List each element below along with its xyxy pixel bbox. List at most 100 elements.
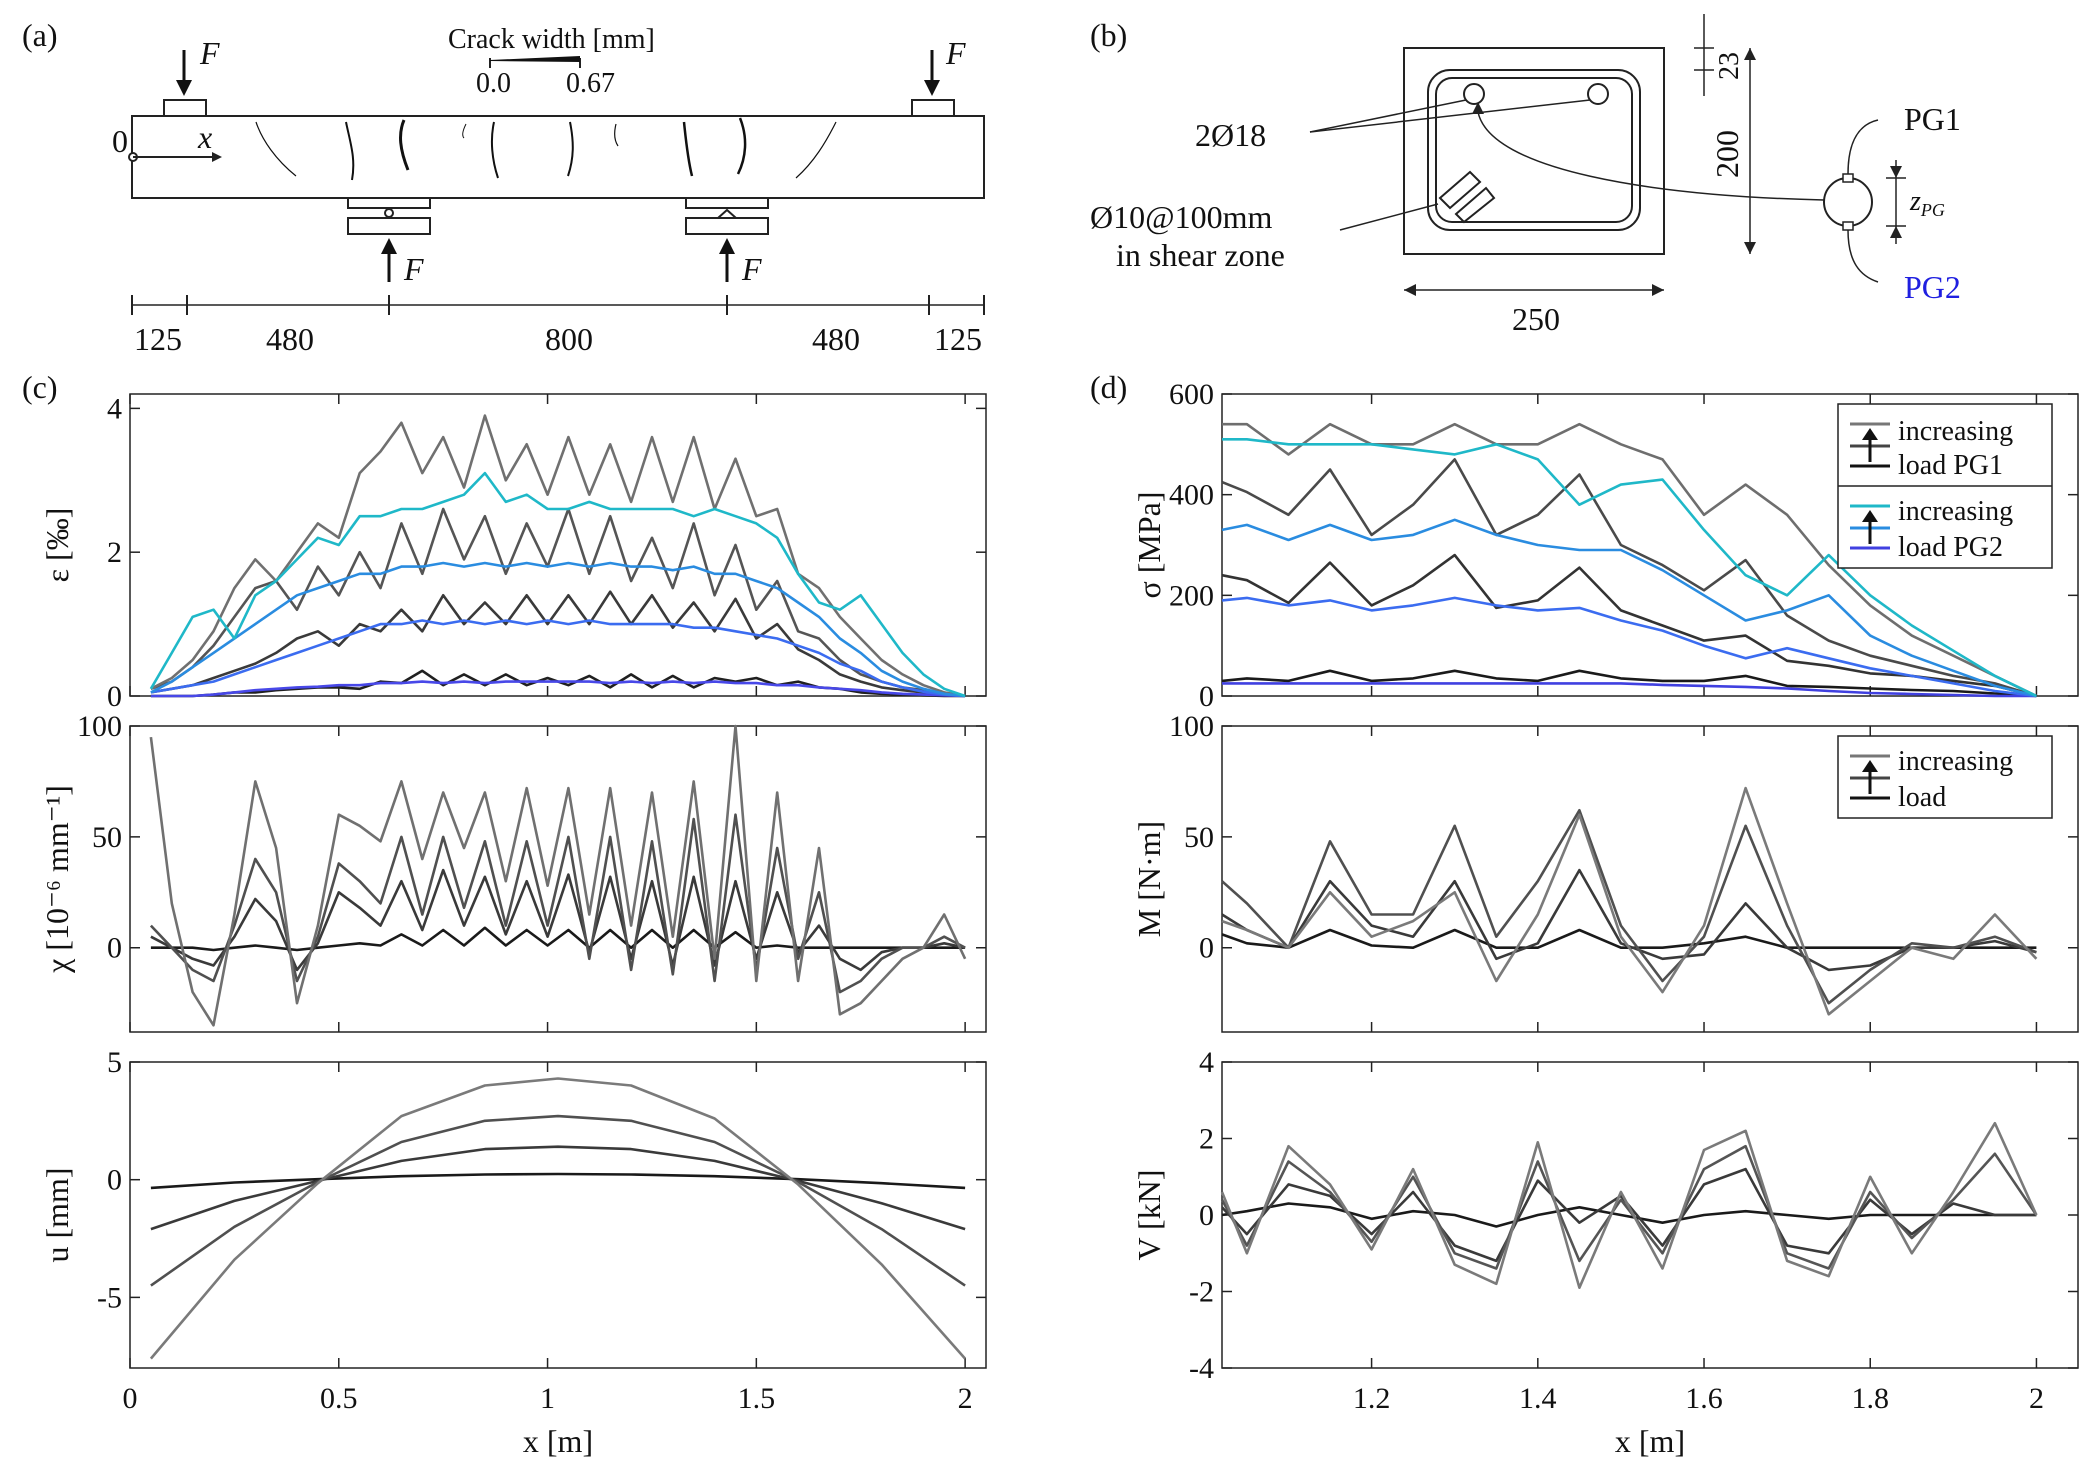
series-line (1222, 682, 2037, 698)
series-line (1221, 786, 2038, 1016)
series-line (1221, 928, 2037, 950)
y-tick-label: 50 (92, 821, 122, 854)
pg1-leader (1847, 119, 1879, 175)
plot-frame (129, 393, 987, 697)
dim-label-800: 800 (545, 321, 593, 357)
label-zpg-main: z (1909, 186, 1921, 217)
x-tick-label: 1.8 (1851, 1382, 1889, 1415)
dim-label-125-left: 125 (134, 321, 182, 357)
moment-legend-line2: load (1898, 782, 1946, 813)
panel-label-c: (c) (22, 369, 58, 405)
x-tick-label: 1 (540, 1382, 555, 1415)
crack (490, 121, 499, 179)
series-line (1221, 808, 2037, 1005)
label-stirrups-2: in shear zone (1116, 237, 1285, 273)
force-arrow-left-head (176, 80, 192, 96)
y-tick-label: 4 (1199, 1046, 1214, 1079)
zpg-arrow-bottom (1890, 226, 1902, 238)
pointer-head (1472, 102, 1484, 114)
dim-height: 200 (1709, 130, 1745, 178)
leader-stirrups (1339, 203, 1439, 231)
width-dim-arrow-right (1652, 284, 1664, 296)
legend-pg1-line2: load PG1 (1898, 450, 2003, 481)
series-line (150, 680, 966, 698)
series-line (150, 1172, 966, 1190)
series-line (150, 590, 966, 698)
legend-pg2-line1: increasing (1898, 496, 2013, 527)
crack (399, 119, 410, 171)
y-tick-label: 0 (1199, 1199, 1214, 1232)
x-tick-label: 1.5 (738, 1382, 776, 1415)
leader-rebar-right (1309, 99, 1591, 133)
crack-pattern (255, 117, 837, 181)
pg2-leader (1847, 229, 1879, 283)
sensor-bar-circle (1823, 177, 1873, 227)
origin-label: 0 (112, 123, 128, 159)
series-line (150, 619, 966, 698)
y-axis-label: χ [10⁻⁶ mm⁻¹] (39, 785, 75, 974)
label-zpg-sub: PG (1920, 200, 1945, 220)
plot-frame (129, 1061, 987, 1369)
moment-legend-line1: increasing (1898, 746, 2013, 777)
y-tick-label: 100 (77, 710, 122, 743)
y-tick-label: 50 (1184, 821, 1214, 854)
label-pg2: PG2 (1904, 269, 1961, 305)
series-line (149, 1077, 967, 1360)
series-line (1221, 458, 2037, 698)
sensor-gauge-top (1842, 173, 1854, 183)
support-roller-left (384, 208, 394, 218)
y-tick-label: 0 (107, 1164, 122, 1197)
crack-scale-max: 0.67 (566, 68, 615, 99)
x-tick-label: 0.5 (320, 1382, 358, 1415)
series-line (150, 414, 966, 698)
x-tick-label: 1.4 (1519, 1382, 1557, 1415)
y-tick-label: 600 (1169, 378, 1214, 411)
stirrup-hook (1438, 170, 1496, 224)
chart-shear: 1.2 1.4 1.6 1.8 2 -4 -2 0 2 4 V [kN] x [m] (1131, 1046, 2079, 1459)
panel-b-cross-section: 2Ø18 Ø10@100mm in shear zone PG1 PG2 zPG… (1090, 14, 1961, 337)
y-tick-label: 0 (107, 932, 122, 965)
x-tick-label: 0 (123, 1382, 138, 1415)
x-axis-label: x [m] (523, 1423, 593, 1459)
crack (736, 117, 747, 175)
series-line (1221, 669, 2037, 698)
x-tick-label: 1.2 (1353, 1382, 1391, 1415)
panel-a-beam-diagram: F F F F 0 x Crack width [mm] 0.0 0.67 (112, 24, 985, 357)
series-line (149, 724, 967, 1027)
y-tick-label: 0 (1199, 932, 1214, 965)
y-axis-label: u [mm] (39, 1167, 75, 1262)
stress-legend: increasing load PG1 increasing load PG2 (1837, 403, 2053, 569)
x-tick-label: 1.6 (1685, 1382, 1723, 1415)
pointer-curve (1477, 111, 1825, 201)
dimension-line: 125 480 800 480 125 (131, 295, 985, 357)
dim-width: 250 (1512, 301, 1560, 337)
crack (255, 121, 297, 177)
crack-width-title: Crack width [mm] (448, 24, 655, 55)
series-line (1221, 1202, 2037, 1228)
stirrup-inner (1435, 77, 1633, 223)
dim-label-480-right: 480 (812, 321, 860, 357)
support-plate-left-bottom (347, 217, 431, 235)
series-line (1221, 553, 2037, 698)
moment-legend-arrow-head (1862, 760, 1878, 772)
dim-label-480-left: 480 (266, 321, 314, 357)
series-line (1222, 422, 2037, 698)
y-tick-label: 2 (107, 536, 122, 569)
chart-strain: 0 2 4 ε [‰] (39, 392, 987, 713)
label-pg1: PG1 (1904, 101, 1961, 137)
label-zpg: zPG (1909, 186, 1945, 220)
y-tick-label: 5 (107, 1046, 122, 1079)
y-tick-label: -4 (1189, 1352, 1214, 1385)
chart-curvature: 0 50 100 χ [10⁻⁶ mm⁻¹] (39, 710, 987, 1033)
crack (345, 121, 355, 181)
load-plate-left (163, 99, 207, 117)
dim-label-125-right: 125 (934, 321, 982, 357)
zpg-arrow-top (1890, 166, 1902, 178)
sensor-gauge-bottom (1842, 221, 1854, 231)
series-line (1220, 1144, 2038, 1270)
y-tick-label: 0 (1199, 680, 1214, 713)
force-arrow-right-head (924, 80, 940, 96)
label-long-bars: 2Ø18 (1195, 117, 1266, 153)
series-line (150, 561, 966, 698)
